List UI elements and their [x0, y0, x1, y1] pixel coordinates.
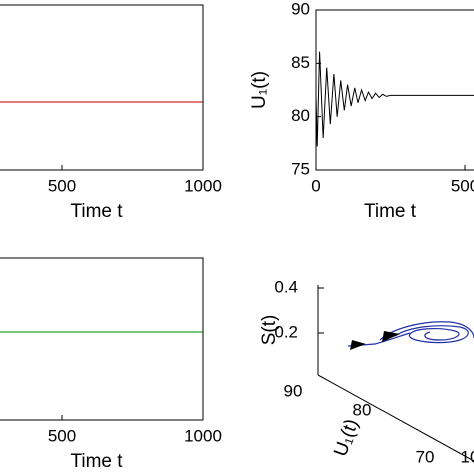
- z-tick-label: 0.2: [274, 322, 298, 341]
- x-tick-label: 500: [48, 426, 76, 445]
- y-axis: [317, 374, 474, 462]
- x-tick-label: 1000: [184, 176, 222, 195]
- x-axis-label: Time t: [70, 451, 123, 472]
- trajectory: [347, 321, 474, 347]
- y-tick-label: 80: [353, 400, 372, 419]
- z-axis-label: S(t): [259, 315, 280, 346]
- y-tick-label: 90: [284, 381, 303, 400]
- data-line: [315, 51, 474, 147]
- x-tick-label: 500: [48, 176, 76, 195]
- x-axis-label: Time t: [364, 201, 417, 222]
- axes-box: [0, 4, 204, 171]
- y-tick-label: 75: [291, 159, 310, 178]
- x-tick-label: 500: [451, 176, 474, 195]
- arrow: [350, 340, 366, 350]
- arrow: [382, 331, 400, 342]
- y-axis-label: U₁(t): [249, 71, 270, 109]
- x-tick-label: 0: [311, 176, 320, 195]
- y-tick-label: 80: [291, 106, 310, 125]
- x-axis-label: Time t: [70, 201, 123, 222]
- y-tick-label: 90: [291, 0, 310, 18]
- x-tick-label: 1000: [184, 426, 222, 445]
- phase-plot: [317, 285, 474, 462]
- y-tick-label: 85: [291, 53, 310, 72]
- z-tick-label: 0.4: [274, 277, 298, 296]
- x-tick-label: 10: [461, 447, 474, 466]
- axes-box: [0, 257, 204, 421]
- y-axis-label: U₁(t): [330, 416, 363, 459]
- y-tick-label: 70: [416, 447, 435, 466]
